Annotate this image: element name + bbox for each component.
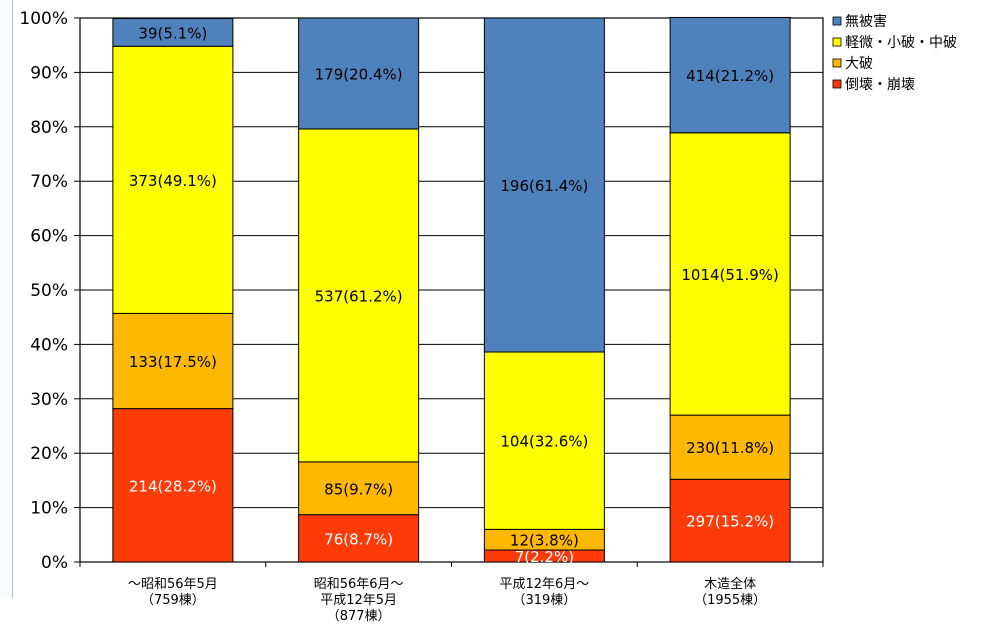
data-label: 196(61.4%) [500, 177, 588, 195]
bar-segment [298, 461, 420, 516]
data-label: 230(11.8%) [686, 439, 774, 457]
data-label: 104(32.6%) [500, 433, 588, 451]
bar-segment [483, 17, 605, 353]
y-tick-label: 50% [30, 281, 68, 301]
bar-segment [298, 17, 420, 130]
legend-label: 無被害 [845, 14, 887, 30]
legend-swatch [832, 16, 842, 26]
legend-label: 軽微・小破・中破 [845, 35, 957, 51]
bar-segment [112, 312, 234, 410]
legend-label: 大破 [845, 56, 873, 72]
data-label: 537(61.2%) [315, 287, 403, 305]
y-tick-label: 90% [30, 63, 68, 83]
x-tick-label: （759棟） [141, 593, 205, 608]
bar-segment [669, 414, 791, 480]
x-tick-label: ～昭和56年5月 [128, 577, 218, 592]
bar-segment [298, 514, 420, 563]
legend-swatch [832, 58, 842, 68]
data-label: 76(8.7%) [324, 530, 393, 548]
legend-label: 倒壊・崩壊 [845, 77, 915, 93]
x-tick-label: （319棟） [512, 593, 576, 608]
y-tick-label: 100% [19, 9, 68, 29]
data-label: 1014(51.9%) [681, 266, 779, 284]
bar-segment [112, 18, 234, 47]
data-label: 39(5.1%) [138, 24, 207, 42]
x-tick-label: （1955棟） [694, 593, 766, 608]
data-label: 297(15.2%) [686, 513, 774, 531]
data-label: 179(20.4%) [315, 65, 403, 83]
data-label: 214(28.2%) [129, 477, 217, 495]
data-label: 133(17.5%) [129, 353, 217, 371]
data-label: 12(3.8%) [510, 532, 579, 550]
y-tick-label: 0% [41, 553, 68, 573]
bar-segment [112, 408, 234, 563]
x-tick-label: 昭和56年6月～ [314, 577, 404, 592]
y-tick-label: 60% [30, 227, 68, 247]
bar-segment [298, 128, 420, 463]
left-panel-edge [0, 0, 13, 598]
x-tick-label: 平成12年5月 [320, 593, 397, 608]
legend-swatch [832, 79, 842, 89]
data-label: 7(2.2%) [515, 548, 574, 566]
x-tick-label: （877棟） [327, 609, 391, 624]
y-tick-label: 10% [30, 499, 68, 519]
x-tick-label: 平成12年6月～ [499, 577, 589, 592]
bar-segment [669, 132, 791, 416]
bar-segment [669, 478, 791, 563]
bar-segment [669, 16, 791, 134]
y-tick-label: 30% [30, 390, 68, 410]
x-tick-label: 木造全体 [704, 576, 756, 592]
y-tick-label: 20% [30, 444, 68, 464]
data-label: 373(49.1%) [129, 172, 217, 190]
data-label: 85(9.7%) [324, 480, 393, 498]
y-tick-label: 80% [30, 118, 68, 138]
legend-swatch [832, 37, 842, 47]
bar-segment [483, 351, 605, 530]
y-tick-label: 40% [30, 335, 68, 355]
data-label: 414(21.2%) [686, 67, 774, 85]
y-tick-label: 70% [30, 172, 68, 192]
